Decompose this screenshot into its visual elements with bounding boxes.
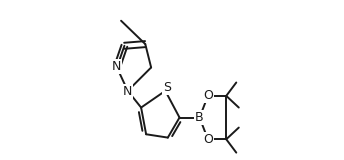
Text: O: O: [203, 89, 213, 102]
Text: S: S: [163, 81, 172, 94]
Text: O: O: [203, 133, 213, 146]
Text: B: B: [195, 111, 204, 124]
Text: N: N: [123, 85, 132, 98]
Text: N: N: [111, 60, 121, 73]
